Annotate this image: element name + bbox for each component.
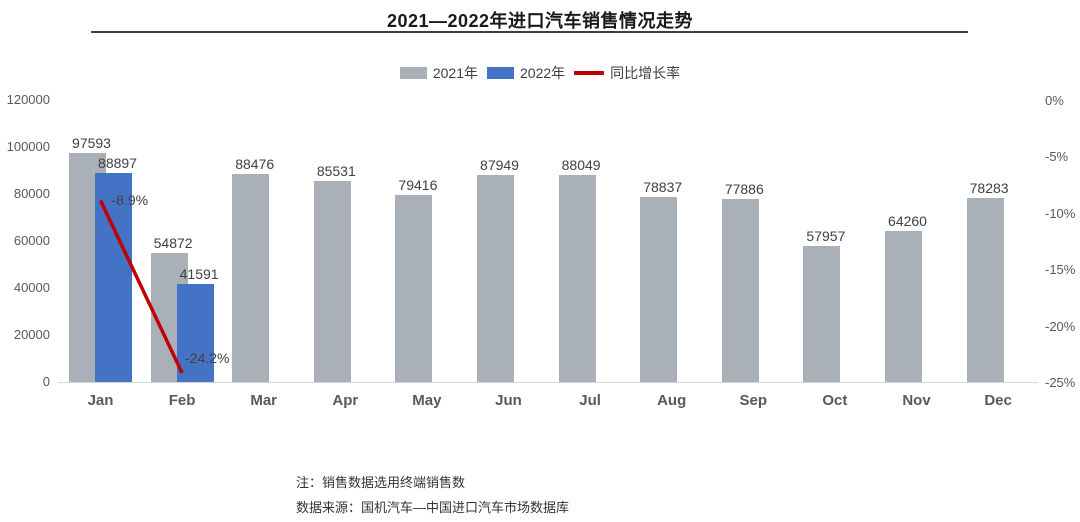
bar-value-2021-apr: 85531 xyxy=(316,163,356,179)
legend: 2021年 2022年 同比增长率 xyxy=(0,63,1080,83)
growth-label-1: -24.2% xyxy=(185,349,230,366)
footnote-data-source: 数据来源：国机汽车—中国进口汽车市场数据库 xyxy=(296,500,570,515)
legend-swatch-2021 xyxy=(399,67,427,79)
y-axis-right-tick: -10% xyxy=(1045,205,1076,221)
bar-value-2022-feb: 41591 xyxy=(179,266,219,283)
legend-item-growth: 同比增长率 xyxy=(574,63,680,83)
bar-2021-apr xyxy=(313,181,351,382)
y-axis-left-tick: 60000 xyxy=(13,233,50,248)
title-underline xyxy=(91,31,968,33)
bar-value-2021-jul: 88049 xyxy=(561,157,601,174)
x-axis-label-nov: Nov xyxy=(902,392,931,409)
y-axis-left-tick: 80000 xyxy=(13,186,50,201)
bar-value-2021-jun: 87949 xyxy=(480,157,519,174)
growth-label-0: -8.9% xyxy=(111,192,149,209)
y-axis-left-tick: 0 xyxy=(42,374,50,389)
bar-value-2021-jan: 97593 xyxy=(72,134,111,151)
y-axis-left-tick: 40000 xyxy=(13,280,50,295)
x-axis-label-oct: Oct xyxy=(822,392,848,409)
bar-2021-mar xyxy=(232,174,270,382)
legend-label-2021: 2021年 xyxy=(432,65,478,81)
bar-2021-may xyxy=(395,195,433,382)
bar-value-2021-oct: 57957 xyxy=(806,227,846,244)
bar-2021-oct xyxy=(803,245,841,382)
y-axis-left-tick: 100000 xyxy=(6,139,50,154)
y-axis-left-tick: 120000 xyxy=(6,92,50,107)
bar-2021-aug xyxy=(640,196,678,382)
bar-2022-feb xyxy=(176,284,214,382)
bar-value-2021-dec: 78283 xyxy=(969,180,1009,197)
x-axis-label-jan: Jan xyxy=(87,392,114,409)
x-axis-label-feb: Feb xyxy=(168,392,196,409)
y-axis-right-tick: -20% xyxy=(1045,318,1076,334)
bar-value-2021-may: 79416 xyxy=(398,177,438,194)
y-axis-right-tick: 0% xyxy=(1045,93,1064,108)
y-axis-right-tick: -5% xyxy=(1045,149,1069,165)
x-axis-label-may: May xyxy=(412,392,442,409)
x-axis-label-jul: Jul xyxy=(579,392,601,409)
bar-value-2021-feb: 54872 xyxy=(153,235,193,252)
legend-item-2021: 2021年 xyxy=(399,63,478,83)
x-axis-label-sep: Sep xyxy=(739,392,768,409)
chart-title: 2021—2022年进口汽车销售情况走势 xyxy=(386,11,694,31)
x-axis-label-apr: Apr xyxy=(332,392,359,409)
bar-2021-nov xyxy=(885,230,922,382)
bar-value-2021-sep: 77886 xyxy=(724,180,764,197)
x-axis-label-jun: Jun xyxy=(495,392,522,409)
x-axis-label-dec: Dec xyxy=(984,392,1012,409)
legend-item-2022: 2022年 xyxy=(487,63,565,83)
bar-value-2022-jan: 88897 xyxy=(98,155,137,172)
x-axis-line xyxy=(58,382,1038,383)
footnotes: 注：销售数据选用终端销售数 数据来源：国机汽车—中国进口汽车市场数据库 xyxy=(296,470,569,520)
x-axis-label-aug: Aug xyxy=(657,392,687,409)
y-axis-right-tick: -15% xyxy=(1045,262,1076,278)
y-axis-left-tick: 20000 xyxy=(13,327,50,342)
legend-label-growth: 同比增长率 xyxy=(610,65,681,81)
footnote-source-note: 注：销售数据选用终端销售数 xyxy=(296,475,466,490)
bar-2021-jun xyxy=(477,175,514,382)
bar-2021-sep xyxy=(721,198,759,382)
x-axis-label-mar: Mar xyxy=(250,392,278,409)
bar-2021-jul xyxy=(558,175,596,382)
y-axis-right-tick: -25% xyxy=(1045,375,1076,390)
bar-value-2021-nov: 64260 xyxy=(888,212,927,229)
bar-2021-dec xyxy=(966,198,1004,382)
bar-value-2021-mar: 88476 xyxy=(235,156,275,173)
legend-label-2022: 2022年 xyxy=(520,65,566,81)
bar-value-2021-aug: 78837 xyxy=(643,178,683,195)
legend-swatch-growth-line xyxy=(574,71,605,75)
legend-swatch-2022 xyxy=(487,67,514,79)
